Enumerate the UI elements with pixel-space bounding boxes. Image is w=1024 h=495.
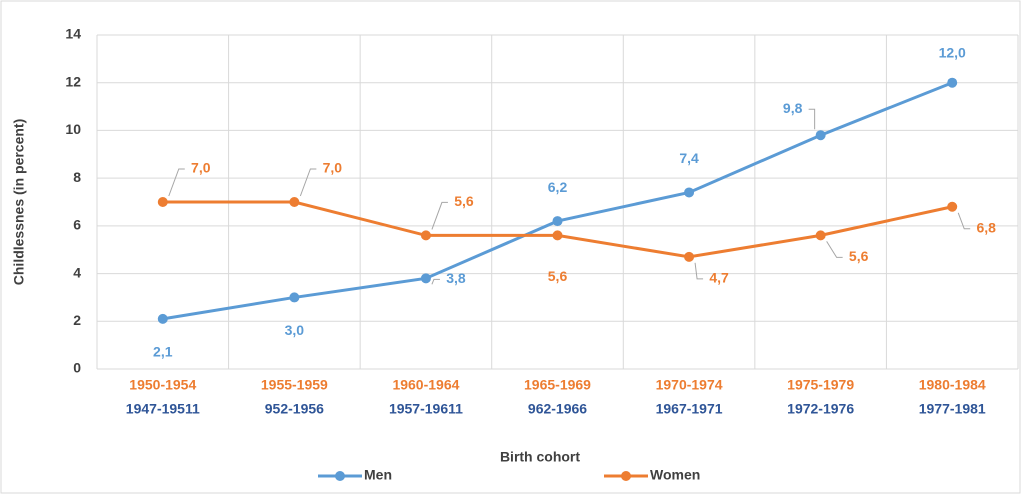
point <box>289 197 300 207</box>
y-tick-label: 12 <box>65 73 81 89</box>
point <box>289 292 300 303</box>
leader-line <box>431 201 448 230</box>
x-tick-label-2: 952-1956 <box>265 401 324 417</box>
x-tick-label: 1950-1954 <box>129 377 196 393</box>
point <box>815 230 826 241</box>
y-axis-title: Childlessnes (in percent) <box>11 119 27 285</box>
point <box>420 230 431 241</box>
point <box>815 130 826 141</box>
point <box>947 201 958 212</box>
leader-line <box>168 168 185 197</box>
x-tick-label: 1980-1984 <box>919 377 986 393</box>
point <box>684 187 695 198</box>
leader-line <box>299 168 317 197</box>
data-label: 5,6 <box>849 248 869 264</box>
x-tick-label-2: 1977-1981 <box>919 401 986 417</box>
data-label: 12,0 <box>939 44 966 60</box>
y-tick-label: 14 <box>65 26 81 42</box>
leader-line <box>808 108 816 130</box>
point <box>684 251 695 262</box>
y-tick-label: 4 <box>73 264 81 280</box>
leader-line <box>826 241 843 258</box>
point <box>552 216 563 227</box>
x-tick-label-2: 1947-19511 <box>126 401 200 417</box>
legend-label: Men <box>364 467 392 483</box>
legend-label: Women <box>650 467 700 483</box>
data-label: 6,8 <box>976 219 996 235</box>
point <box>552 230 563 241</box>
x-tick-label: 1975-1979 <box>787 377 854 393</box>
leader-line <box>694 262 704 280</box>
point <box>947 77 958 88</box>
data-label: 3,8 <box>446 270 466 286</box>
data-label: 4,7 <box>709 270 729 286</box>
x-tick-label: 1955-1959 <box>261 377 328 393</box>
x-tick-label: 1970-1974 <box>656 377 723 393</box>
x-tick-label-2: 1967-1971 <box>656 401 723 417</box>
point <box>157 197 168 207</box>
x-tick-label: 1965-1969 <box>524 377 591 393</box>
data-label: 3,0 <box>285 322 305 338</box>
point <box>420 273 431 284</box>
data-label: 9,8 <box>783 100 803 116</box>
data-label: 7,4 <box>679 150 699 166</box>
y-tick-label: 6 <box>73 217 81 233</box>
x-axis-title: Birth cohort <box>500 449 580 465</box>
y-tick-label: 10 <box>65 121 81 137</box>
point <box>157 313 168 324</box>
x-tick-label-2: 962-1966 <box>528 401 587 417</box>
y-tick-label: 2 <box>73 312 81 328</box>
leader-line <box>957 212 971 230</box>
y-tick-label: 8 <box>73 169 81 185</box>
data-label: 6,2 <box>548 179 568 195</box>
data-label: 5,6 <box>454 193 474 209</box>
y-tick-label: 0 <box>73 360 81 376</box>
data-label: 5,6 <box>548 268 568 284</box>
data-label: 7,0 <box>323 160 343 176</box>
legend-marker <box>335 471 345 481</box>
x-tick-label-2: 1972-1976 <box>787 401 854 417</box>
data-label: 7,0 <box>191 160 211 176</box>
legend-marker <box>621 471 631 481</box>
x-tick-label-2: 1957-19611 <box>389 401 463 417</box>
x-tick-label: 1960-1964 <box>392 377 459 393</box>
leader-line <box>431 278 440 285</box>
data-label: 2,1 <box>153 344 173 360</box>
